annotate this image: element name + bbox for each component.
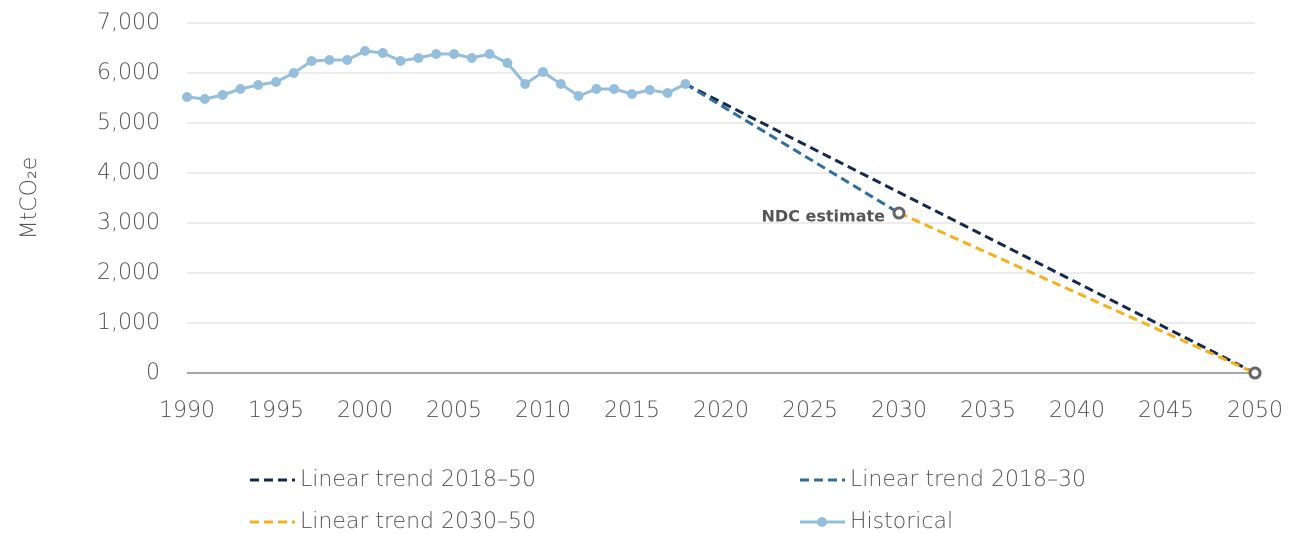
marker-point	[892, 206, 906, 220]
data-point	[199, 94, 210, 104]
data-point	[502, 58, 513, 68]
marker-point	[1248, 366, 1262, 380]
data-point	[484, 49, 495, 59]
data-point	[413, 53, 424, 63]
data-point	[609, 84, 620, 94]
data-point	[680, 79, 691, 89]
y-tick-label: 0	[146, 360, 160, 385]
data-point	[449, 49, 459, 59]
x-tick-label: 2000	[337, 398, 393, 423]
data-point	[271, 77, 281, 87]
data-point	[182, 92, 192, 102]
data-point	[520, 79, 531, 89]
x-tick-label: 2010	[515, 398, 571, 423]
data-point	[253, 80, 264, 90]
x-tick-label: 1995	[248, 398, 304, 423]
x-tick-label: 2045	[1138, 398, 1194, 423]
legend-swatch-point	[817, 517, 827, 527]
legend-label: Linear trend 2018–30	[850, 467, 1086, 492]
y-tick-label: 2,000	[97, 260, 160, 285]
y-tick-label: 5,000	[97, 110, 160, 135]
y-axis-label: MtCO₂e	[17, 157, 42, 240]
data-point	[288, 68, 299, 78]
data-point	[573, 91, 584, 101]
data-point	[627, 89, 637, 99]
data-point	[377, 48, 388, 58]
data-point	[538, 67, 548, 77]
data-point	[591, 84, 602, 94]
data-point	[306, 56, 317, 66]
series-line	[898, 211, 1256, 375]
x-tick-label: 2025	[782, 398, 838, 423]
x-tick-label: 1990	[159, 398, 215, 423]
data-point	[431, 49, 442, 59]
data-point	[644, 85, 655, 95]
annotation: NDC estimate	[762, 207, 886, 226]
y-tick-label: 3,000	[97, 210, 160, 235]
y-tick-label: 7,000	[97, 10, 160, 35]
legend-label: Historical	[850, 509, 953, 534]
x-tick-label: 2035	[960, 398, 1016, 423]
x-tick-label: 2020	[693, 398, 749, 423]
data-point	[662, 88, 673, 98]
series-line	[684, 82, 1256, 375]
x-tick-label: 2015	[604, 398, 660, 423]
data-point	[466, 53, 477, 63]
y-tick-label: 1,000	[97, 310, 160, 335]
legend-label: Linear trend 2018–50	[300, 467, 536, 492]
data-point	[324, 55, 335, 65]
x-tick-label: 2005	[426, 398, 482, 423]
y-tick-label: 6,000	[97, 60, 160, 85]
y-tick-label: 4,000	[97, 160, 160, 185]
x-tick-label: 2040	[1049, 398, 1105, 423]
data-point	[235, 84, 246, 94]
data-point	[395, 56, 406, 66]
data-point	[555, 79, 566, 89]
x-tick-label: 2030	[871, 398, 927, 423]
legend-label: Linear trend 2030–50	[300, 509, 536, 534]
data-point	[360, 46, 370, 56]
data-point	[217, 90, 228, 100]
data-point	[342, 55, 353, 65]
series-line	[684, 82, 900, 215]
x-tick-label: 2050	[1227, 398, 1283, 423]
